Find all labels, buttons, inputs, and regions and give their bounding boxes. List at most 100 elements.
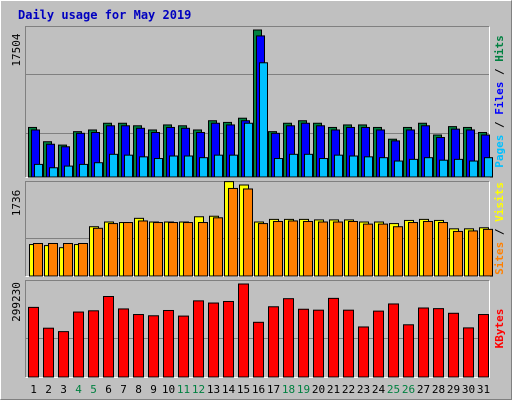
bar-kbytes-day-6 [103, 296, 114, 378]
bar-kbytes-day-25 [388, 303, 399, 378]
bar-kbytes-day-16 [253, 321, 264, 378]
bar-kbytes-day-2 [43, 327, 54, 378]
bar-pages-day-26 [409, 158, 418, 178]
x-label-day-7: 7 [120, 383, 127, 396]
legend-entry: Pages [493, 135, 506, 168]
x-label-day-24: 24 [372, 383, 386, 396]
bar-kbytes-day-4 [73, 311, 84, 378]
x-label-day-18: 18 [282, 383, 295, 396]
plot-area-shadow [25, 280, 490, 378]
plot-area-highlight [25, 280, 490, 378]
bar-sites-day-26 [408, 222, 418, 277]
bar-pages-day-28 [439, 159, 448, 178]
legend-entry: / [493, 222, 506, 242]
bar-kbytes-day-21 [328, 297, 339, 378]
bar-kbytes-day-26 [403, 324, 414, 378]
bar-kbytes-day-17 [268, 306, 279, 378]
bar-kbytes-day-27 [418, 307, 429, 378]
bar-sites-day-30 [468, 230, 478, 277]
bar-pages-day-29 [454, 158, 463, 178]
series-legend: Sites / Visits [493, 182, 506, 275]
x-label-day-13: 13 [207, 383, 220, 396]
bar-pages-day-3 [64, 165, 73, 178]
bar-pages-day-10 [169, 155, 178, 178]
plot-area-shadow [25, 26, 490, 178]
bar-pages-day-17 [274, 158, 283, 178]
bar-sites-day-25 [393, 226, 403, 277]
x-label-day-28: 28 [432, 383, 445, 396]
bar-sites-day-1 [33, 243, 43, 277]
x-label-day-20: 20 [312, 383, 325, 396]
x-label-day-27: 27 [417, 383, 430, 396]
bar-pages-day-31 [484, 157, 493, 178]
bar-kbytes-day-23 [358, 326, 369, 378]
bar-kbytes-day-5 [88, 310, 99, 378]
x-label-day-30: 30 [462, 383, 475, 396]
bar-kbytes-day-31 [478, 314, 489, 378]
x-label-day-25: 25 [387, 383, 400, 396]
x-label-day-9: 9 [150, 383, 157, 396]
bar-kbytes-day-29 [448, 312, 459, 378]
bar-pages-day-25 [394, 160, 403, 178]
x-label-day-17: 17 [267, 383, 280, 396]
x-label-day-26: 26 [402, 383, 415, 396]
bar-sites-day-7 [123, 222, 133, 277]
bar-kbytes-day-30 [463, 327, 474, 378]
bar-pages-day-9 [154, 158, 163, 178]
legend-entry: / [493, 62, 506, 82]
x-label-day-15: 15 [237, 383, 250, 396]
bar-pages-day-21 [334, 154, 343, 178]
x-label-day-31: 31 [477, 383, 490, 396]
bar-pages-day-19 [304, 153, 313, 178]
x-label-day-16: 16 [252, 383, 265, 396]
bar-sites-day-17 [273, 220, 283, 277]
x-label-day-11: 11 [177, 383, 190, 396]
bar-sites-day-28 [438, 222, 448, 277]
x-label-day-10: 10 [162, 383, 175, 396]
bar-pages-day-2 [49, 167, 58, 178]
bar-sites-day-27 [423, 220, 433, 277]
legend-entry: / [493, 115, 506, 135]
y-max-label: 17504 [10, 33, 23, 66]
x-label-day-23: 23 [357, 383, 370, 396]
x-label-day-22: 22 [342, 383, 355, 396]
bar-sites-day-4 [78, 243, 88, 277]
bar-pages-day-11 [184, 155, 193, 178]
bar-kbytes-day-20 [313, 309, 324, 378]
bar-sites-day-31 [483, 228, 493, 277]
bar-pages-day-24 [379, 157, 388, 178]
bar-sites-day-16 [258, 223, 268, 277]
bar-pages-day-30 [469, 160, 478, 178]
x-label-day-29: 29 [447, 383, 460, 396]
legend-entry: Visits [493, 182, 506, 222]
bar-sites-day-15 [243, 188, 253, 277]
bar-kbytes-day-9 [148, 315, 159, 378]
legend-entry: Files [493, 82, 506, 115]
x-label-day-19: 19 [297, 383, 310, 396]
panel-hits-files-pages: 17504 Pages / Files / Hits [10, 26, 506, 178]
bar-sites-day-3 [63, 243, 73, 277]
bar-pages-day-8 [139, 156, 148, 178]
bar-sites-day-20 [318, 221, 328, 277]
bar-pages-day-18 [289, 153, 298, 178]
plot-area-shadow [25, 181, 490, 277]
x-label-day-3: 3 [60, 383, 67, 396]
bar-pages-day-27 [424, 157, 433, 178]
x-label-day-5: 5 [90, 383, 97, 396]
bar-sites-day-2 [48, 243, 58, 277]
bar-kbytes-day-11 [178, 315, 189, 378]
bar-pages-day-23 [364, 156, 373, 178]
x-label-day-14: 14 [222, 383, 236, 396]
bar-kbytes-day-12 [193, 300, 204, 378]
bar-pages-day-16 [259, 62, 268, 178]
chart-panels: 17504 Pages / Files / Hits 1736 Sites / Vis… [10, 26, 506, 378]
chart-title: Daily usage for May 2019 [18, 8, 191, 22]
legend-entry: KBytes [493, 309, 506, 349]
legend-entry: Hits [493, 35, 506, 62]
legend-entry: Sites [493, 242, 506, 275]
bar-pages-day-14 [229, 154, 238, 178]
bar-pages-day-13 [214, 154, 223, 178]
series-legend: KBytes [493, 309, 506, 349]
